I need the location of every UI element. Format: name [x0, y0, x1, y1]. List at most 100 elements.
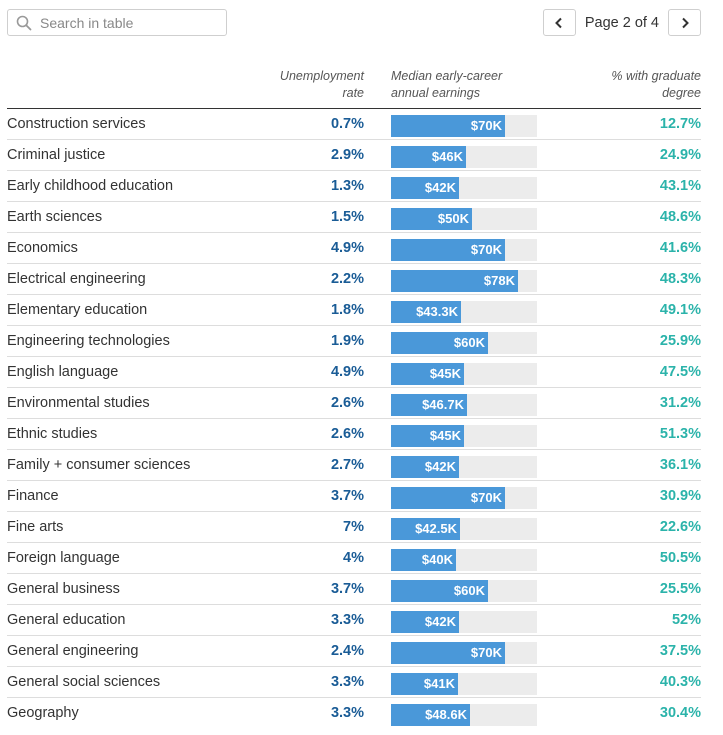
major-name: General engineering — [7, 643, 139, 659]
table-row: Economics 4.9% $70K 41.6% — [7, 233, 701, 264]
major-name: Engineering technologies — [7, 333, 170, 349]
previous-page-button[interactable] — [542, 9, 576, 36]
table-row: Family + consumer sciences 2.7% $42K 36.1% — [7, 450, 701, 481]
chevron-right-icon — [681, 17, 689, 28]
table-row: Criminal justice 2.9% $46K 24.9% — [7, 140, 701, 171]
earnings-label: $46K — [431, 149, 463, 164]
earnings-bar: $60K — [391, 332, 488, 354]
earnings-bar-track: $60K — [391, 332, 537, 354]
earnings-bar: $45K — [391, 363, 464, 385]
earnings-bar: $42K — [391, 456, 459, 478]
graduate-degree-rate: 22.6% — [659, 519, 701, 535]
earnings-bar-track: $50K — [391, 208, 537, 230]
table-row: General education 3.3% $42K 52% — [7, 605, 701, 636]
earnings-bar: $70K — [391, 487, 505, 509]
unemployment-rate: 2.9% — [330, 147, 364, 163]
column-header-unemployment[interactable]: Unemployment rate — [279, 69, 364, 100]
unemployment-rate: 7% — [343, 519, 364, 535]
unemployment-rate: 2.2% — [330, 271, 364, 287]
earnings-bar: $42K — [391, 177, 459, 199]
table-row: Earth sciences 1.5% $50K 48.6% — [7, 202, 701, 233]
unemployment-rate: 3.3% — [330, 612, 364, 628]
table-row: General business 3.7% $60K 25.5% — [7, 574, 701, 605]
table-body: Construction services 0.7% $70K 12.7% Crimin… — [7, 109, 701, 729]
major-name: Earth sciences — [7, 209, 103, 225]
earnings-label: $45K — [429, 428, 461, 443]
earnings-bar-track: $70K — [391, 115, 537, 137]
graduate-degree-rate: 25.5% — [659, 581, 701, 597]
major-name: General business — [7, 581, 120, 597]
major-name: Elementary education — [7, 302, 148, 318]
graduate-degree-rate: 51.3% — [659, 426, 701, 442]
table-row: General engineering 2.4% $70K 37.5% — [7, 636, 701, 667]
graduate-degree-rate: 50.5% — [659, 550, 701, 566]
graduate-degree-rate: 30.4% — [659, 705, 701, 721]
major-name: Finance — [7, 488, 59, 504]
major-name: English language — [7, 364, 119, 380]
earnings-label: $42.5K — [415, 521, 457, 536]
table-row: Ethnic studies 2.6% $45K 51.3% — [7, 419, 701, 450]
earnings-bar: $40K — [391, 549, 456, 571]
graduate-degree-rate: 48.3% — [659, 271, 701, 287]
unemployment-rate: 2.6% — [330, 395, 364, 411]
major-name: Criminal justice — [7, 147, 106, 163]
table-row: Early childhood education 1.3% $42K 43.1% — [7, 171, 701, 202]
earnings-label: $43.3K — [416, 304, 458, 319]
table-row: Foreign language 4% $40K 50.5% — [7, 543, 701, 574]
graduate-degree-rate: 47.5% — [659, 364, 701, 380]
search-box[interactable] — [7, 9, 227, 36]
column-header-earnings[interactable]: Median early-career annual earnings — [391, 69, 503, 100]
column-header-graduate[interactable]: % with graduate degree — [611, 69, 701, 100]
earnings-bar-track: $45K — [391, 363, 537, 385]
earnings-label: $70K — [470, 645, 502, 660]
chevron-left-icon — [555, 17, 563, 28]
graduate-degree-rate: 49.1% — [659, 302, 701, 318]
graduate-degree-rate: 48.6% — [659, 209, 701, 225]
unemployment-rate: 3.7% — [330, 488, 364, 504]
next-page-button[interactable] — [668, 9, 701, 36]
table-toolbar: Page 2 of 4 — [0, 0, 723, 48]
major-name: Environmental studies — [7, 395, 150, 411]
earnings-label: $46.7K — [422, 397, 464, 412]
table-row: Elementary education 1.8% $43.3K 49.1% — [7, 295, 701, 326]
unemployment-rate: 2.4% — [330, 643, 364, 659]
table-row: General social sciences 3.3% $41K 40.3% — [7, 667, 701, 698]
earnings-bar-track: $46K — [391, 146, 537, 168]
earnings-label: $70K — [470, 490, 502, 505]
earnings-label: $40K — [421, 552, 453, 567]
table-row: Electrical engineering 2.2% $78K 48.3% — [7, 264, 701, 295]
earnings-bar: $42.5K — [391, 518, 460, 540]
earnings-bar-track: $70K — [391, 239, 537, 261]
earnings-bar-track: $46.7K — [391, 394, 537, 416]
table-header: Unemployment rate Median early-career an… — [7, 48, 701, 109]
earnings-bar-track: $78K — [391, 270, 537, 292]
earnings-bar: $70K — [391, 239, 505, 261]
earnings-bar: $46.7K — [391, 394, 467, 416]
earnings-bar: $70K — [391, 115, 505, 137]
graduate-degree-rate: 36.1% — [659, 457, 701, 473]
table-row: Geography 3.3% $48.6K 30.4% — [7, 698, 701, 729]
major-name: Foreign language — [7, 550, 120, 566]
major-name: General education — [7, 612, 126, 628]
earnings-label: $42K — [424, 459, 456, 474]
earnings-bar-track: $70K — [391, 642, 537, 664]
unemployment-rate: 0.7% — [330, 116, 364, 132]
unemployment-rate: 1.9% — [330, 333, 364, 349]
page-indicator: Page 2 of 4 — [584, 14, 659, 31]
earnings-bar-track: $42.5K — [391, 518, 537, 540]
earnings-label: $60K — [453, 583, 485, 598]
unemployment-rate: 4% — [343, 550, 364, 566]
graduate-degree-rate: 12.7% — [659, 116, 701, 132]
table-row: Finance 3.7% $70K 30.9% — [7, 481, 701, 512]
search-icon — [16, 15, 32, 30]
earnings-bar: $50K — [391, 208, 472, 230]
earnings-bar-track: $45K — [391, 425, 537, 447]
earnings-bar-track: $70K — [391, 487, 537, 509]
major-name: Geography — [7, 705, 79, 721]
earnings-bar-track: $42K — [391, 611, 537, 633]
earnings-bar: $42K — [391, 611, 459, 633]
major-name: Ethnic studies — [7, 426, 98, 442]
search-input[interactable] — [38, 13, 208, 32]
table-row: Construction services 0.7% $70K 12.7% — [7, 109, 701, 140]
major-name: General social sciences — [7, 674, 161, 690]
